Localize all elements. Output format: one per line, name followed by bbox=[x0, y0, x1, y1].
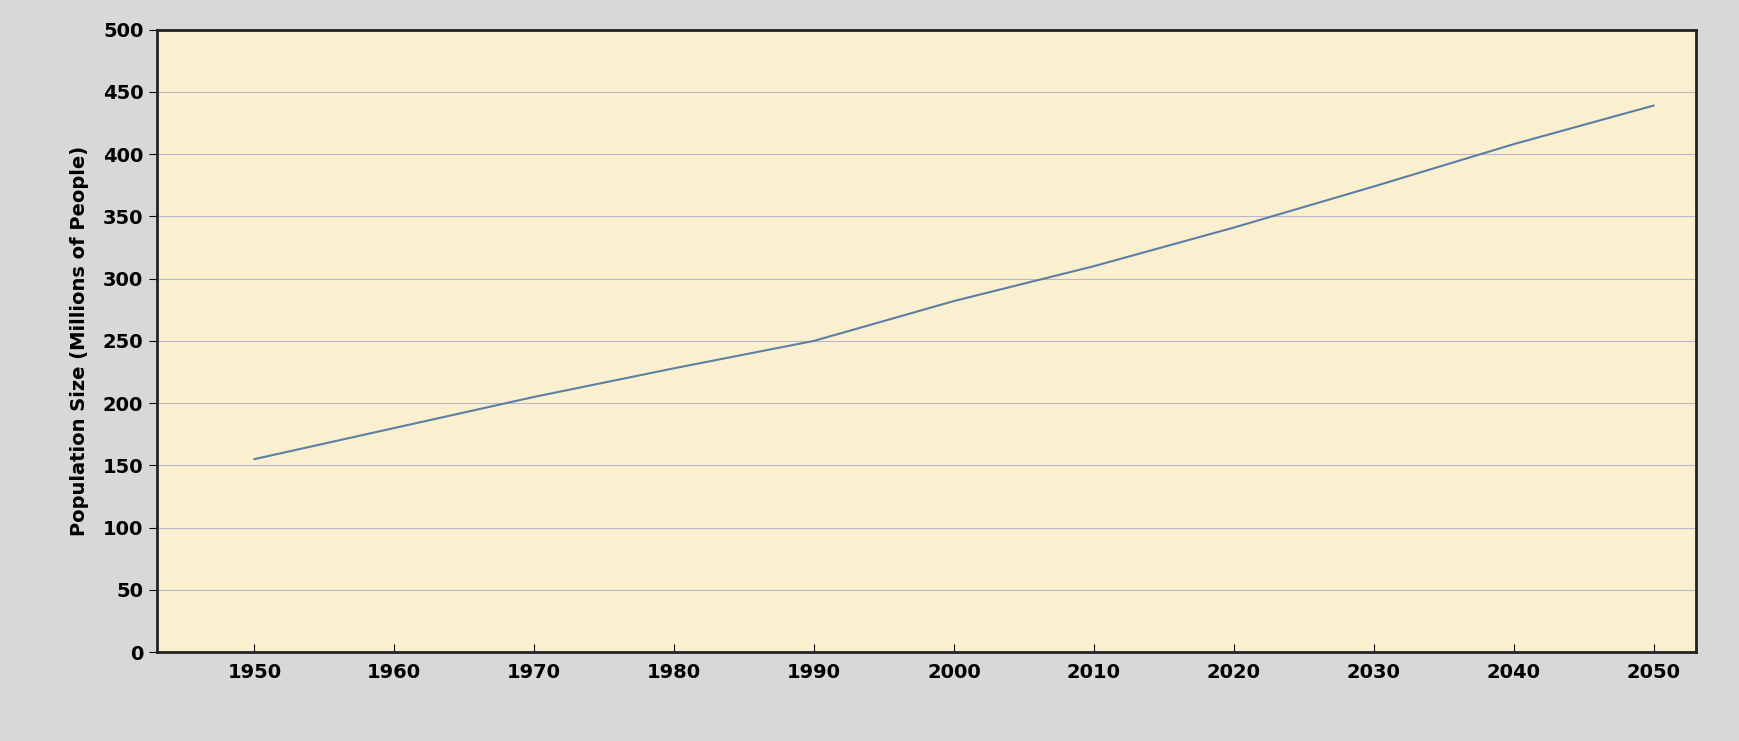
Y-axis label: Population Size (Millions of People): Population Size (Millions of People) bbox=[70, 146, 89, 536]
